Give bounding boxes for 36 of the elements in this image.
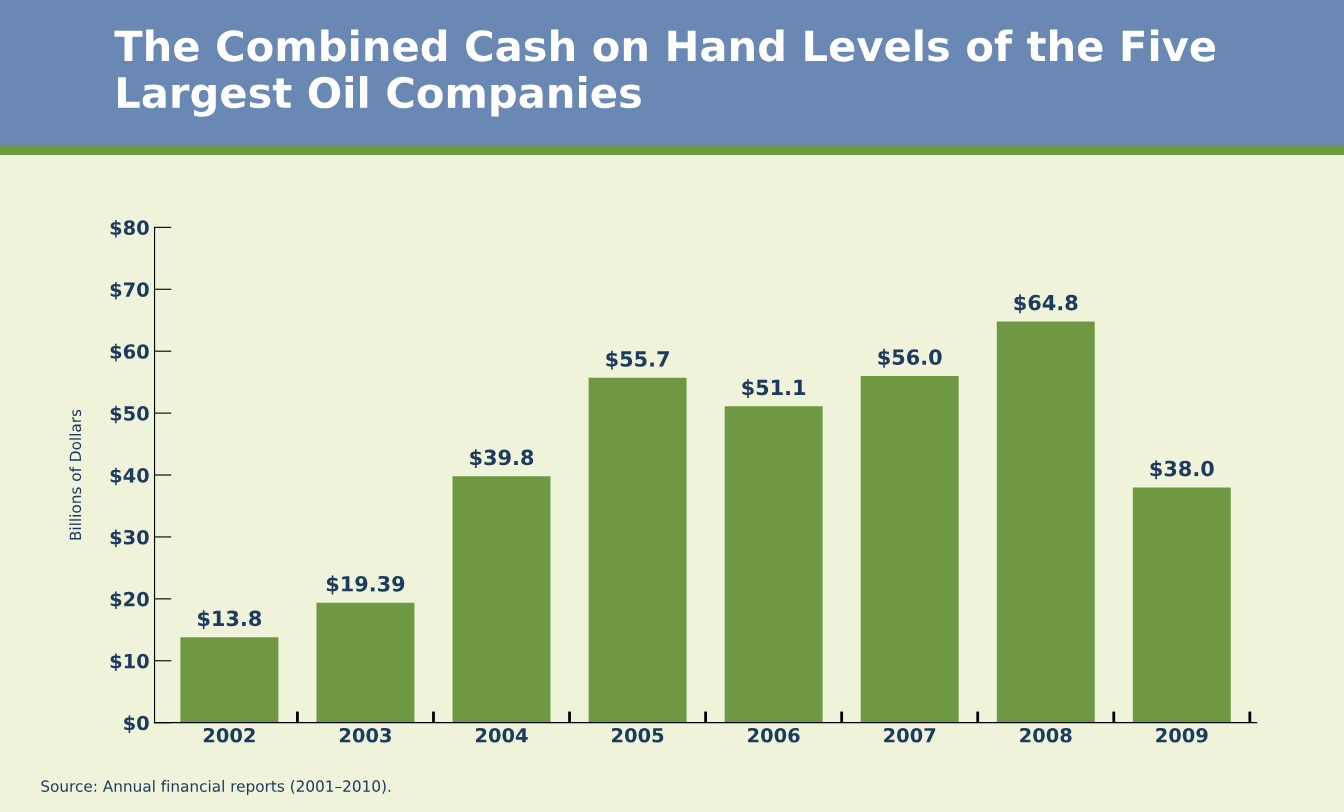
- data-label: $55.7: [606, 350, 669, 370]
- x-tick-label: 2006: [748, 727, 800, 743]
- chart-title: The Combined Cash on Hand Levels of the Five Largest Oil Companies: [114, 29, 1216, 117]
- bar: [1132, 487, 1231, 723]
- bar: [316, 602, 415, 723]
- bar: [588, 377, 687, 723]
- bar: [724, 406, 823, 723]
- x-tick-label: 2005: [612, 727, 664, 743]
- data-label: $51.1: [742, 379, 806, 399]
- data-label: $56.0: [878, 348, 942, 368]
- y-tick-label: $30: [110, 529, 149, 548]
- x-tick-label: 2004: [475, 727, 528, 743]
- y-tick-label: $80: [110, 219, 149, 238]
- bar: [452, 476, 551, 723]
- y-tick-label: $20: [110, 591, 149, 610]
- x-tick-label: 2008: [1020, 727, 1072, 743]
- data-label: $64.8: [1014, 294, 1078, 314]
- data-label: $39.8: [470, 449, 534, 469]
- x-tick-label: 2007: [884, 727, 936, 743]
- x-tick-label: 2003: [339, 727, 391, 743]
- y-tick-label: $60: [110, 343, 149, 362]
- y-tick-label: $0: [124, 715, 149, 733]
- y-tick-label: $70: [110, 281, 149, 300]
- data-label: $13.8: [198, 610, 262, 630]
- x-tick-label: 2002: [203, 727, 255, 743]
- bar: [996, 321, 1095, 723]
- data-label: $38.0: [1150, 460, 1214, 480]
- y-tick-label: $50: [110, 405, 149, 424]
- x-tick-label: 2009: [1156, 727, 1208, 743]
- y-tick-label: $10: [110, 653, 149, 672]
- data-label: $19.39: [326, 575, 405, 595]
- y-axis-title: Billions of Dollars: [69, 409, 82, 540]
- source-note: Source: Annual financial reports (2001–2010).: [41, 780, 391, 795]
- bar: [180, 637, 279, 723]
- bar: [860, 375, 959, 723]
- y-tick-label: $40: [110, 467, 149, 486]
